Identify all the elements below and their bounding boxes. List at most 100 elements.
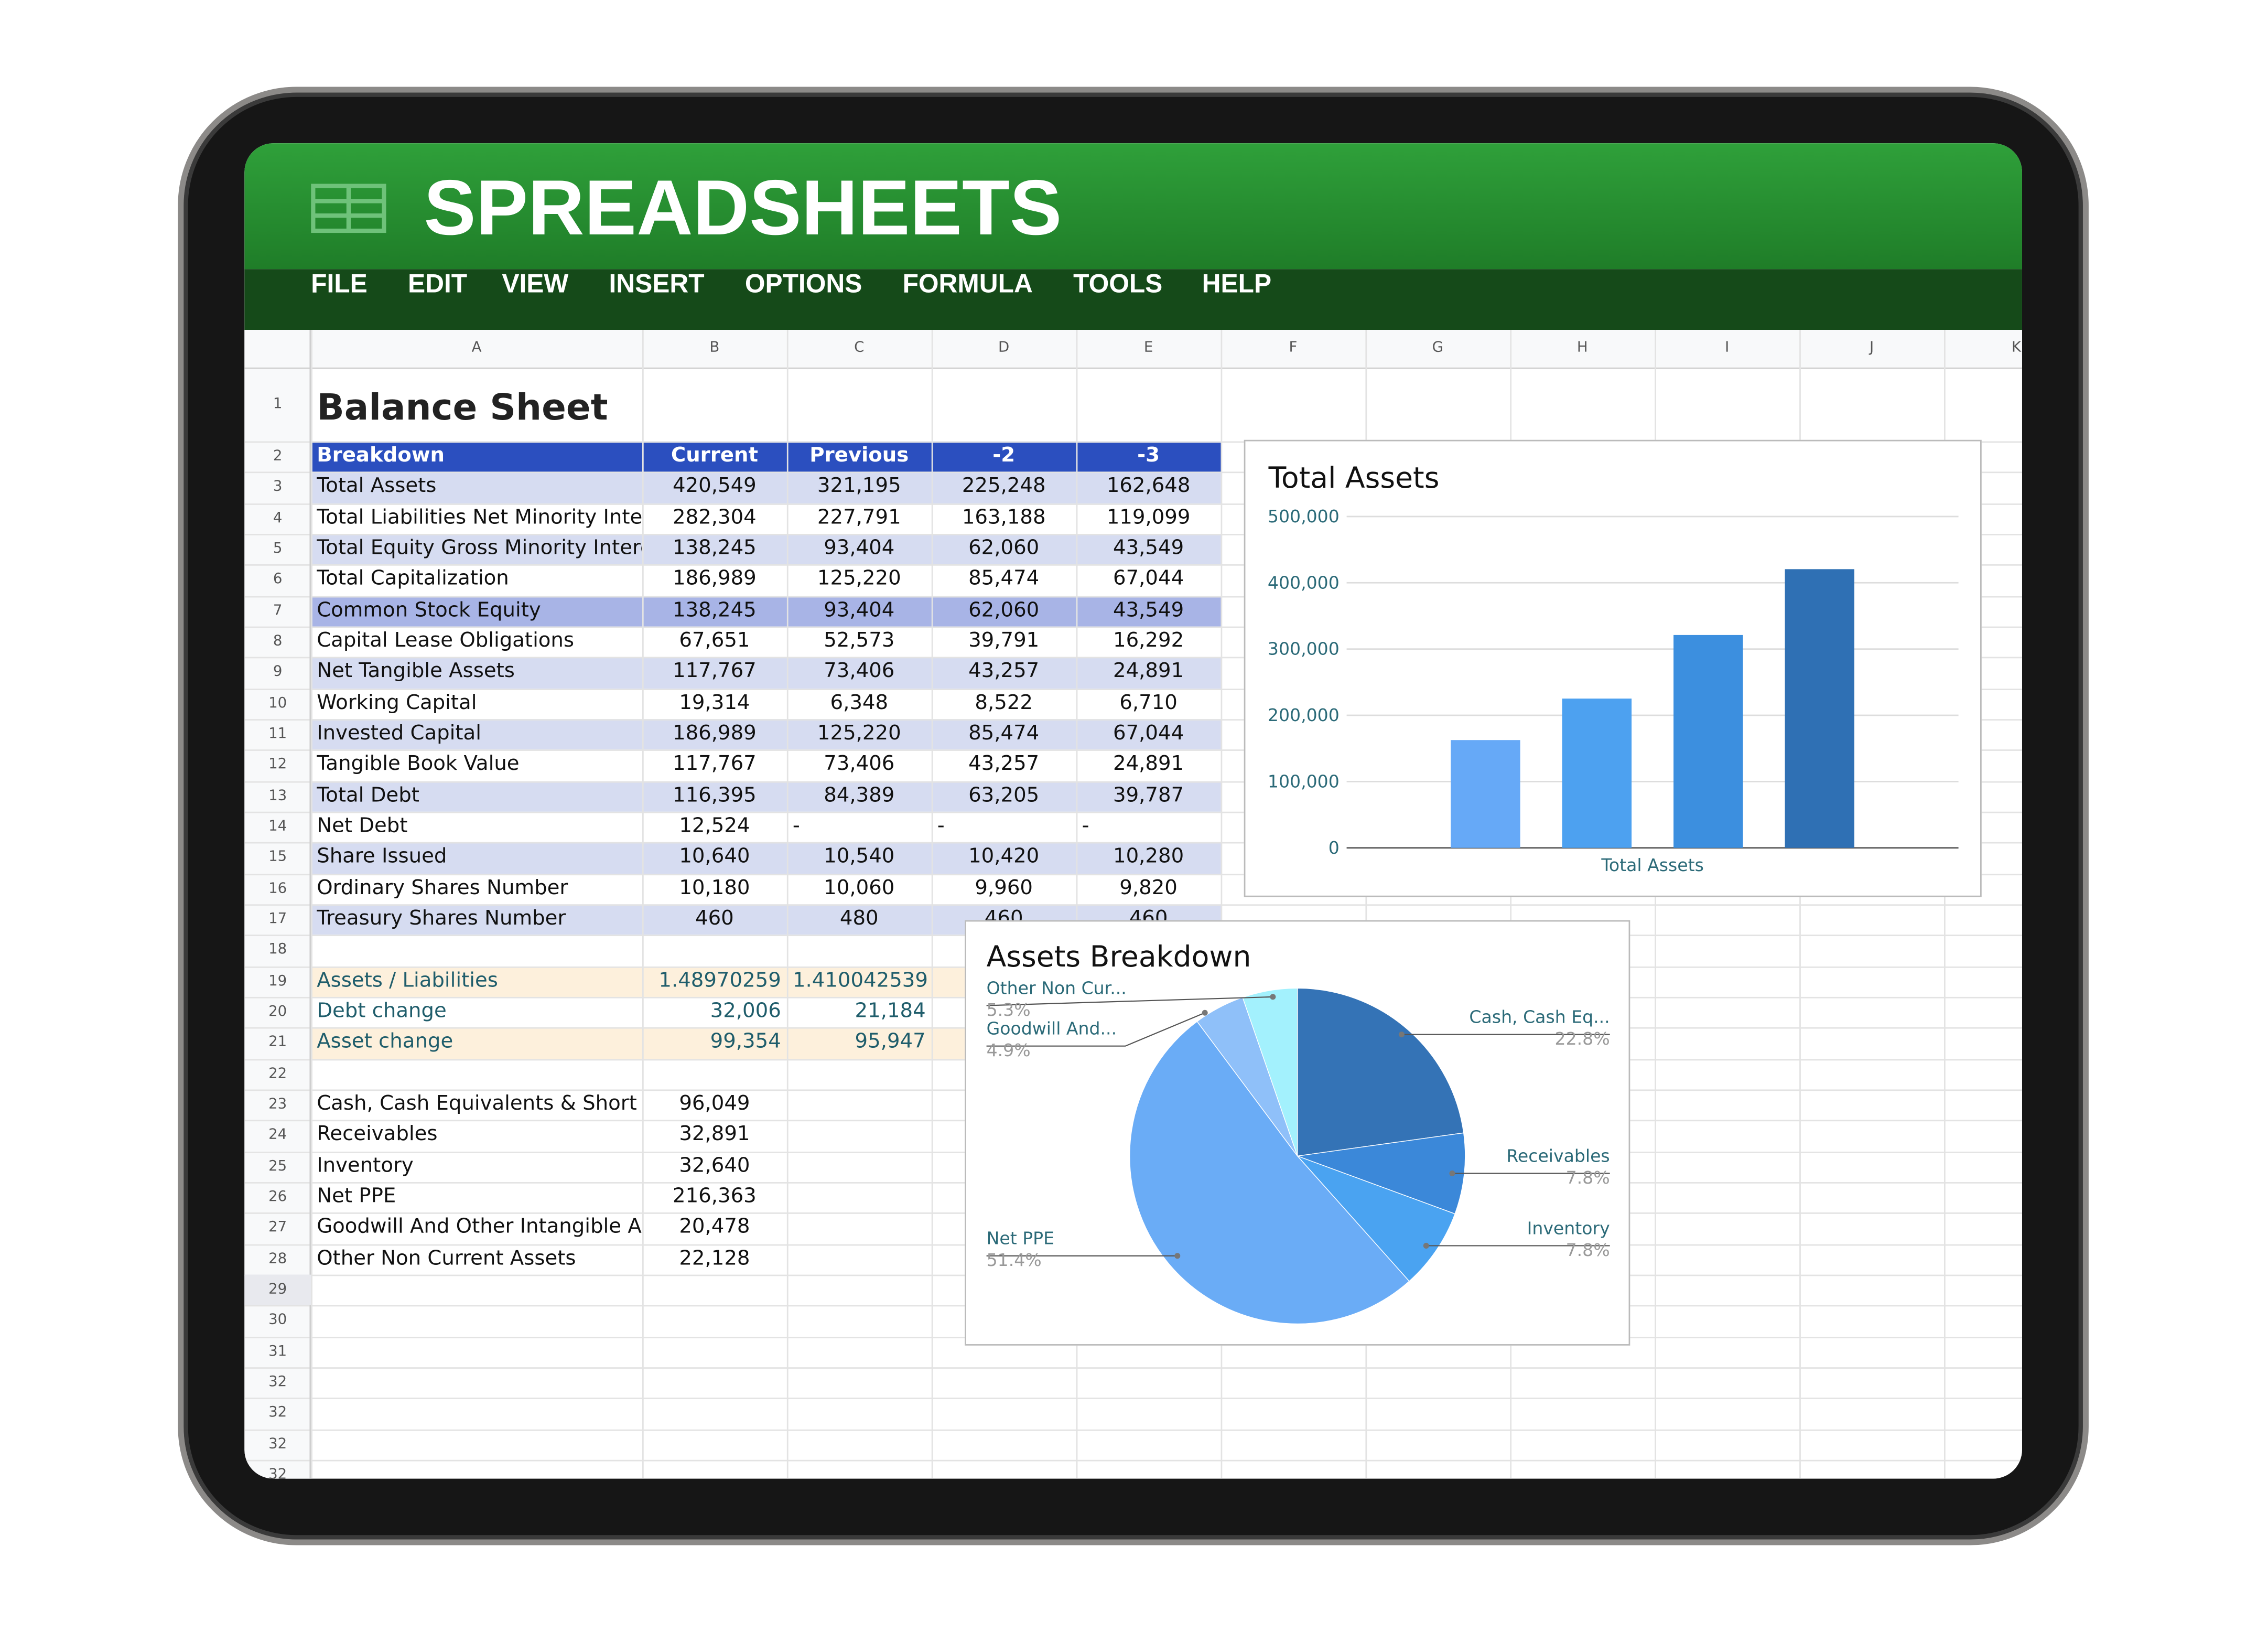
column-letter[interactable]: D [998,340,1010,356]
cell[interactable]: 93,404 [824,536,895,560]
row-number[interactable]: 23 [268,1097,287,1113]
cell[interactable]: 67,044 [1113,722,1184,745]
row-number[interactable]: 19 [268,973,287,990]
cell[interactable]: 39,791 [968,629,1040,653]
cell[interactable]: 8,522 [975,691,1033,714]
cell[interactable]: Other Non Current Assets [317,1247,576,1270]
row-number[interactable]: 6 [273,572,283,588]
cell[interactable]: Breakdown [317,444,445,468]
cell[interactable]: 84,389 [824,783,895,807]
menu-item[interactable]: OPTIONS [744,269,862,298]
row-number[interactable]: 2 [273,448,283,465]
cell[interactable]: 117,767 [673,753,757,776]
cell[interactable]: Current [671,444,758,468]
cell[interactable]: - [1082,814,1089,838]
row-number[interactable]: 20 [268,1004,287,1020]
menu-item[interactable]: TOOLS [1073,269,1163,298]
cell[interactable]: Net Tangible Assets [317,660,515,684]
cell[interactable]: 227,791 [817,506,901,529]
cell[interactable]: Total Equity Gross Minority Intere [317,536,642,560]
cell[interactable]: 85,474 [968,567,1040,591]
cell[interactable]: Previous [809,444,909,468]
cell[interactable]: 95,947 [855,1030,926,1054]
cell[interactable]: 43,257 [968,753,1040,776]
row-number[interactable]: 22 [268,1066,287,1082]
row-number[interactable]: 16 [268,880,287,897]
cell[interactable]: 186,989 [673,722,757,745]
cell[interactable]: 24,891 [1113,660,1184,684]
cell[interactable]: Net Debt [317,814,408,838]
row-number[interactable]: 32 [268,1467,287,1479]
cell[interactable]: 73,406 [824,753,895,776]
row-number[interactable]: 12 [268,757,287,774]
cell[interactable]: 39,787 [1113,783,1184,807]
cell[interactable]: 32,640 [679,1154,750,1177]
row-number[interactable]: 32 [268,1374,287,1391]
column-letter[interactable]: F [1289,340,1298,356]
row-number[interactable]: 28 [268,1251,287,1267]
cell[interactable]: 12,524 [679,814,750,838]
cell[interactable]: -3 [1137,444,1160,468]
menu-item[interactable]: FORMULA [902,269,1033,298]
cell[interactable]: 125,220 [817,722,901,745]
row-number[interactable]: 29 [244,1274,311,1306]
cell[interactable]: 99,354 [710,1030,781,1054]
cell[interactable]: Common Stock Equity [317,598,541,622]
cell[interactable]: Tangible Book Value [317,753,520,776]
cell[interactable]: 24,891 [1113,753,1184,776]
cell[interactable]: Total Liabilities Net Minority Intere [317,506,642,529]
column-letter[interactable]: H [1576,340,1588,356]
menu-item[interactable]: HELP [1202,269,1272,298]
cell[interactable]: 67,651 [679,629,750,653]
row-number[interactable]: 18 [268,942,287,959]
cell[interactable]: Invested Capital [317,722,481,745]
column-letter[interactable]: E [1143,340,1153,356]
row-number[interactable]: 11 [268,726,287,743]
cell[interactable]: 16,292 [1113,629,1184,653]
menu-item[interactable]: EDIT [408,269,468,298]
cell[interactable]: 63,205 [968,783,1040,807]
cell[interactable]: 6,348 [830,691,889,714]
row-number[interactable]: 21 [268,1035,287,1051]
row-number[interactable]: 5 [273,541,283,557]
cell[interactable]: 117,767 [673,660,757,684]
row-number[interactable]: 3 [273,479,283,496]
row-number[interactable]: 10 [268,695,287,712]
row-number[interactable]: 9 [273,664,283,681]
cell[interactable]: 460 [695,907,734,930]
cell[interactable]: 10,420 [968,845,1040,869]
cell[interactable]: 480 [839,907,879,930]
cell[interactable]: Cash, Cash Equivalents & Short Te [317,1092,642,1115]
cell[interactable]: - [937,814,945,838]
cell[interactable]: 10,640 [679,845,750,869]
cell[interactable]: - [792,814,800,838]
cell[interactable]: Assets / Liabilities [317,969,498,992]
cell[interactable]: 10,180 [679,876,750,899]
cell[interactable]: 43,257 [968,660,1040,684]
cell[interactable]: 20,478 [679,1216,750,1239]
row-number[interactable]: 32 [268,1436,287,1452]
cell[interactable]: Goodwill And Other Intangible Ass [317,1216,642,1239]
cell[interactable]: 62,060 [968,536,1040,560]
row-number[interactable]: 4 [273,510,283,527]
cell[interactable]: 32,891 [679,1123,750,1146]
column-letter[interactable]: K [2011,340,2022,356]
cell[interactable]: 43,549 [1113,536,1184,560]
cell[interactable]: 21,184 [855,1000,926,1023]
cell[interactable]: Receivables [317,1123,438,1146]
cell[interactable]: 420,549 [673,475,757,498]
row-number[interactable]: 32 [268,1405,287,1421]
row-number[interactable]: 7 [273,603,283,619]
cell[interactable]: 67,044 [1113,567,1184,591]
cell[interactable]: Ordinary Shares Number [317,876,568,899]
row-number[interactable]: 30 [268,1312,287,1329]
row-number[interactable]: 14 [268,819,287,835]
row-number[interactable]: 13 [268,788,287,804]
cell[interactable]: 43,549 [1113,598,1184,622]
cell[interactable]: 93,404 [824,598,895,622]
cell[interactable]: 138,245 [673,598,757,622]
cell[interactable]: 1.48970259 [658,969,781,992]
cell[interactable]: Debt change [317,1000,447,1023]
cell[interactable]: 62,060 [968,598,1040,622]
cell[interactable]: 186,989 [673,567,757,591]
